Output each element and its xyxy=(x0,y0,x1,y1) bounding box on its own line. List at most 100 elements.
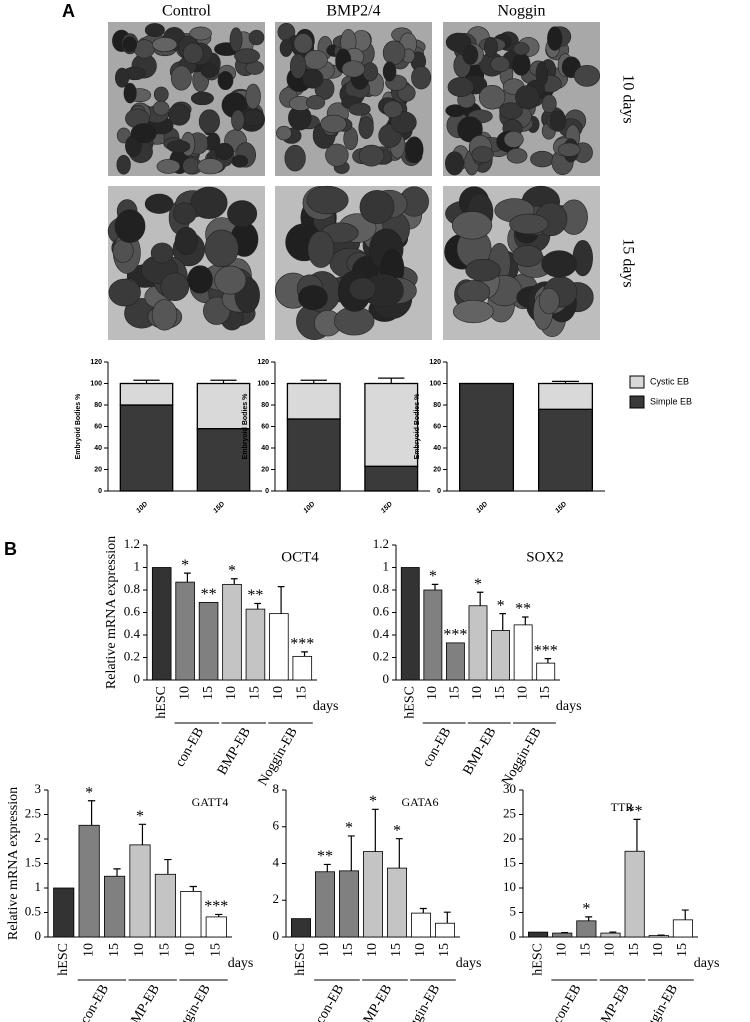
y-axis-label: Embryoid Bodies % xyxy=(242,393,249,460)
cell-body xyxy=(499,102,523,120)
error-bar xyxy=(443,911,451,924)
cell-body xyxy=(358,116,374,140)
y-tick-label: 2 xyxy=(273,891,280,906)
bar xyxy=(672,919,693,938)
significance: * xyxy=(345,820,353,837)
y-tick-label: 0 xyxy=(383,671,390,686)
y-tick-label: 100 xyxy=(257,380,269,387)
x-tick-label: 10 xyxy=(413,943,428,957)
x-tick-label: 15 xyxy=(627,943,642,957)
cell-body xyxy=(549,110,567,132)
gene-label: SOX2 xyxy=(526,549,564,565)
y-tick-label: 0 xyxy=(273,928,280,943)
cell-body xyxy=(234,48,260,64)
legend-swatch xyxy=(629,375,645,389)
bar-segment xyxy=(196,427,251,492)
x-tick-label: 15 xyxy=(437,943,452,957)
bar xyxy=(576,920,597,938)
cell-body xyxy=(114,209,146,243)
y-axis-label: Embryoid Bodies % xyxy=(414,393,421,460)
x-tick-label: 15 xyxy=(107,943,122,957)
y-tick-label: 120 xyxy=(257,359,269,366)
group-label: Noggin-EB xyxy=(636,982,681,1022)
bar xyxy=(400,567,420,681)
y-tick-label: 0 xyxy=(437,488,441,495)
cell-body xyxy=(303,49,328,70)
group-label: con-EB xyxy=(78,982,112,1022)
error-bar xyxy=(499,613,506,631)
bar-segment xyxy=(286,382,341,420)
cell-body xyxy=(170,65,192,91)
bar xyxy=(528,931,549,938)
cell-body xyxy=(187,265,213,294)
cell-body xyxy=(411,65,432,90)
bar xyxy=(491,630,510,681)
error-bar xyxy=(301,651,308,657)
row-label: 10 days xyxy=(619,74,636,123)
x-tick-label: 15 xyxy=(295,686,310,700)
x-tick-label: 10 xyxy=(81,943,96,957)
group-label: Noggin-EB xyxy=(398,982,443,1022)
micrograph xyxy=(275,22,432,176)
bar xyxy=(314,871,335,938)
y-tick-label: 0.6 xyxy=(124,603,141,618)
cell-body xyxy=(535,61,549,87)
group-label: BMP-EB xyxy=(215,725,254,778)
group-label: BMP-EB xyxy=(124,982,163,1022)
cell-body xyxy=(217,71,234,91)
cell-body xyxy=(207,132,221,151)
cell-body xyxy=(298,285,328,311)
y-tick-label: 4 xyxy=(273,854,280,869)
x-tick-label: 10D xyxy=(302,501,316,515)
x-tick-label: 15 xyxy=(675,943,690,957)
y-tick-label: 10 xyxy=(503,879,516,894)
cell-body xyxy=(358,144,385,167)
bar xyxy=(78,824,100,938)
error-bar xyxy=(113,868,121,877)
y-tick-label: 25 xyxy=(503,805,516,820)
y-tick-label: 1 xyxy=(383,558,390,573)
y-tick-label: 1.5 xyxy=(25,854,41,869)
error-bar xyxy=(552,380,579,384)
x-tick-label: 15 xyxy=(158,943,173,957)
cell-body xyxy=(445,32,472,52)
bar xyxy=(445,642,465,681)
group-label: BMP-EB xyxy=(460,725,499,778)
x-tick-label: 15 xyxy=(493,686,508,700)
error-bar xyxy=(215,913,223,917)
panel-label: B xyxy=(4,539,17,559)
bar xyxy=(552,932,573,938)
y-tick-label: 40 xyxy=(261,445,269,452)
y-tick-label: 0.5 xyxy=(25,903,41,918)
bar xyxy=(423,589,443,681)
cell-body xyxy=(341,60,366,78)
significance: * xyxy=(474,576,482,593)
significance: *** xyxy=(534,642,558,659)
y-tick-label: 60 xyxy=(261,423,269,430)
cell-body xyxy=(541,94,557,114)
cell-body xyxy=(198,109,220,134)
error-bar xyxy=(133,379,160,384)
significance: * xyxy=(429,568,437,585)
bar xyxy=(410,912,431,938)
cell-body xyxy=(293,33,313,54)
cell-body xyxy=(471,146,494,163)
micrograph xyxy=(108,22,265,176)
error-bar xyxy=(347,835,355,871)
bar-segment xyxy=(119,404,174,492)
bar xyxy=(600,932,621,938)
cell-body xyxy=(156,159,181,174)
y-tick-label: 20 xyxy=(94,466,102,473)
cell-body xyxy=(547,26,563,51)
bar xyxy=(175,581,195,681)
y-tick-label: 6 xyxy=(273,818,280,833)
cell-body xyxy=(572,239,593,277)
significance: *** xyxy=(290,636,314,653)
cell-body xyxy=(445,104,466,118)
cell-body xyxy=(123,82,137,104)
y-tick-label: 0.4 xyxy=(124,626,141,641)
x-tick-label: 15 xyxy=(448,686,463,700)
error-bar xyxy=(609,931,617,934)
cell-body xyxy=(513,42,530,56)
x-tick-label: 15 xyxy=(201,686,216,700)
